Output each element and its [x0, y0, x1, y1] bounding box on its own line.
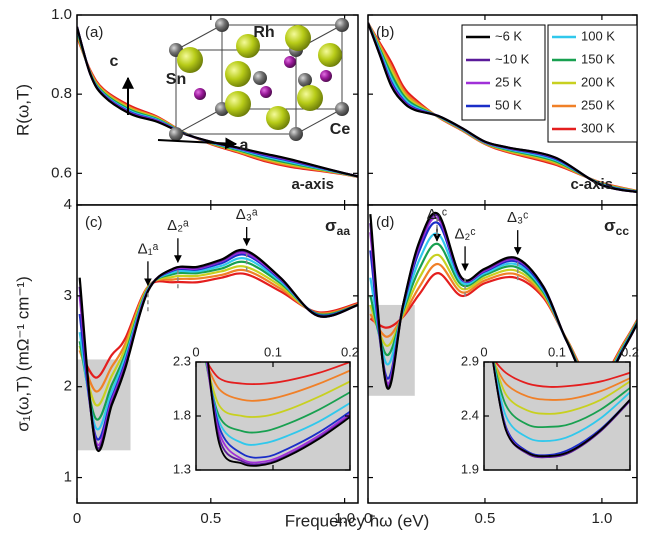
gap-label: Δ₃ᶜ: [507, 209, 528, 226]
structure-label: Rh: [253, 24, 274, 41]
y-tick-label: 0.8: [51, 85, 72, 102]
legend-label: 200 K: [581, 74, 615, 89]
symbol: σ: [325, 216, 337, 235]
x-tick-label: 1.0: [591, 510, 612, 527]
x-tick-label: 0.5: [200, 510, 221, 527]
structure-label: a: [240, 137, 249, 154]
panel-label: (c): [85, 214, 103, 231]
subscript: cc: [616, 224, 630, 238]
x-axis-title: Frequency ħω (eV): [285, 511, 430, 530]
x-tick-label: 0.2: [341, 344, 359, 359]
y-axis-title: R(ω,T): [13, 84, 32, 136]
gap-label: Δ₃ᵃ: [236, 206, 258, 223]
gap-label: Δ₁ᶜ: [427, 206, 447, 223]
y-tick-label: 2.9: [461, 353, 479, 368]
y-tick-label: 1: [64, 469, 72, 486]
x-tick-label: 0.1: [264, 344, 282, 359]
y-tick-label: 2: [64, 378, 72, 395]
x-tick-label: 0: [73, 510, 81, 527]
y-tick-label: 1.8: [173, 407, 191, 422]
y-tick-label: 4: [64, 196, 72, 213]
figure: 0.6 0.8 1.0 (a) a-axis R(ω,T) (b) c-axis ~6 K ~10…: [0, 0, 649, 533]
legend-label: 25 K: [495, 74, 522, 89]
legend-label: 150 K: [581, 51, 615, 66]
x-tick-label: 0.5: [475, 510, 496, 527]
legend-label: 100 K: [581, 28, 615, 43]
page: {"chart_data": [ {"type": "line", "panel…: [0, 0, 649, 533]
symbol: σ: [604, 216, 616, 235]
gap-label: Δ₁ᵃ: [138, 240, 159, 257]
x-tick-label: 0.1: [548, 344, 566, 359]
y-tick-label: 3: [64, 287, 72, 304]
x-tick-label: 0: [480, 344, 487, 359]
y-tick-label: 1.3: [173, 461, 191, 476]
y-tick-label: 1.9: [461, 461, 479, 476]
y-axis-title: σ₁(ω,T) (mΩ⁻¹ cm⁻¹): [13, 276, 32, 432]
legend-label: ~10 K: [495, 51, 530, 66]
gap-label: Δ₂ᶜ: [454, 225, 475, 242]
y-tick-label: 0.6: [51, 164, 72, 181]
axis-annotation: c-axis: [570, 176, 613, 193]
x-tick-label: 0: [192, 344, 199, 359]
structure-label: c: [110, 53, 119, 70]
structure-label: Sn: [166, 71, 186, 88]
structure-label: Ce: [330, 121, 351, 138]
x-tick-label: 0.2: [621, 344, 639, 359]
y-tick-label: 2.3: [173, 353, 191, 368]
legend-label: 250 K: [581, 97, 615, 112]
panel-label: (a): [85, 24, 103, 41]
legend-label: 300 K: [581, 120, 615, 135]
panel-label: (b): [376, 24, 394, 41]
subscript: aa: [337, 224, 351, 238]
y-tick-label: 1.0: [51, 6, 72, 23]
y-tick-label: 2.4: [461, 407, 479, 422]
axis-annotation: a-axis: [291, 176, 334, 193]
legend-label: ~6 K: [495, 28, 522, 43]
panel-label: (d): [376, 214, 394, 231]
x-tick-label: 0: [364, 510, 372, 527]
gap-label: Δ₂ᵃ: [167, 217, 189, 234]
legend-label: 50 K: [495, 97, 522, 112]
